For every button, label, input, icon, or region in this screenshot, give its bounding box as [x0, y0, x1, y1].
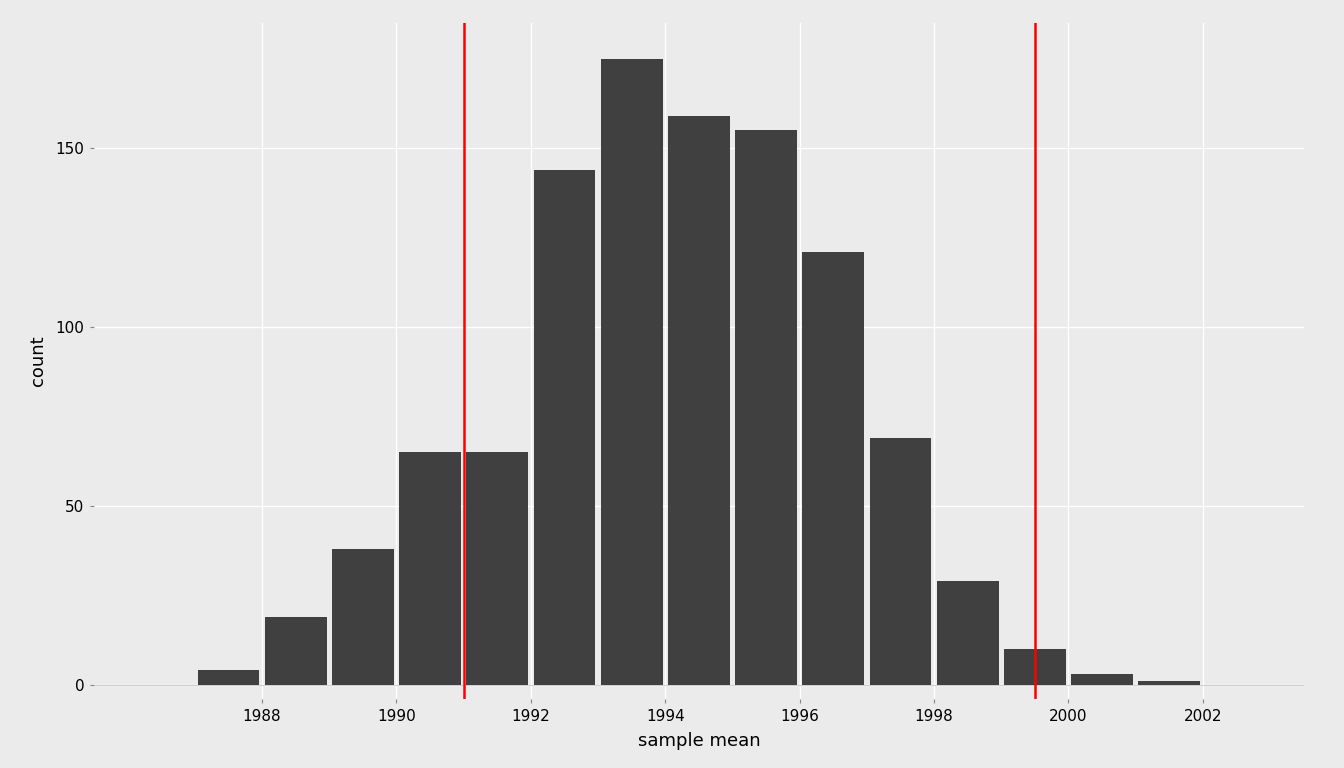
- X-axis label: sample mean: sample mean: [637, 732, 761, 750]
- Bar: [601, 59, 663, 684]
- Bar: [668, 116, 730, 684]
- Bar: [466, 452, 528, 684]
- Bar: [1138, 681, 1200, 684]
- Bar: [534, 170, 595, 684]
- Bar: [399, 452, 461, 684]
- Bar: [265, 617, 327, 684]
- Bar: [332, 548, 394, 684]
- Bar: [198, 670, 259, 684]
- Bar: [1004, 649, 1066, 684]
- Bar: [1071, 674, 1133, 684]
- Y-axis label: count: count: [30, 336, 47, 386]
- Bar: [802, 252, 864, 684]
- Bar: [735, 131, 797, 684]
- Bar: [870, 438, 931, 684]
- Bar: [937, 581, 999, 684]
